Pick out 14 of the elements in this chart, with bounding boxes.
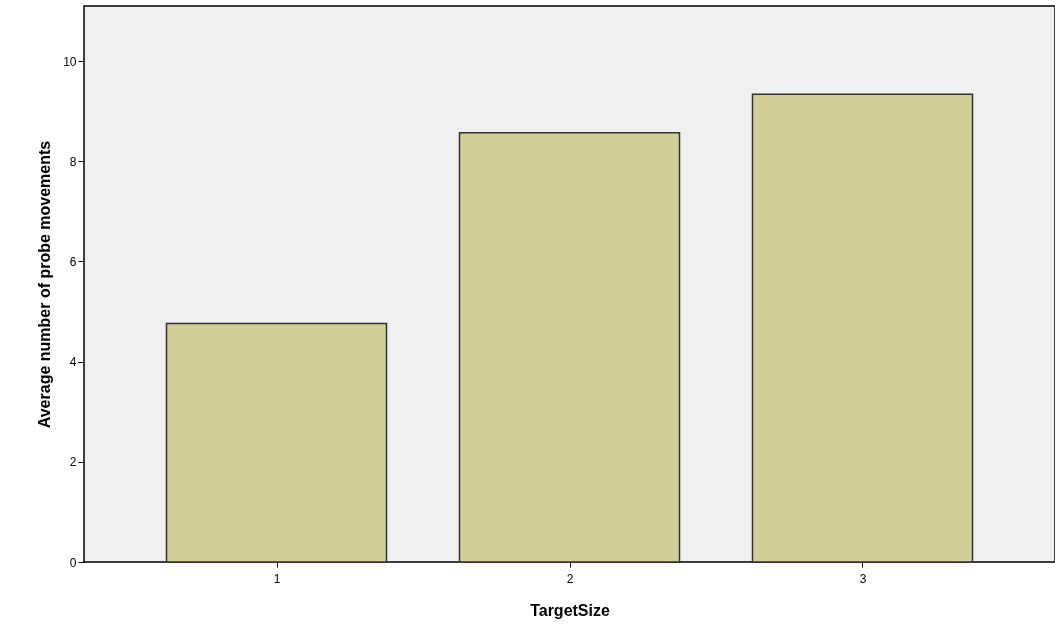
y-tick-label: 0: [69, 555, 77, 570]
x-tick-label: 1: [273, 571, 281, 586]
y-tick-label: 4: [69, 355, 77, 370]
x-axis-title: TargetSize: [530, 601, 610, 619]
y-tick-label: 8: [69, 154, 77, 169]
bar: [751, 93, 974, 563]
y-tick-label: 2: [69, 455, 77, 470]
bar: [165, 322, 388, 563]
x-tick-label: 2: [566, 571, 574, 586]
y-tick-label: 6: [69, 254, 77, 269]
x-tick-label: 3: [859, 571, 867, 586]
y-tick-label: 10: [63, 54, 77, 69]
y-axis-title: Average number of probe movements: [36, 140, 54, 429]
bar: [458, 131, 681, 563]
